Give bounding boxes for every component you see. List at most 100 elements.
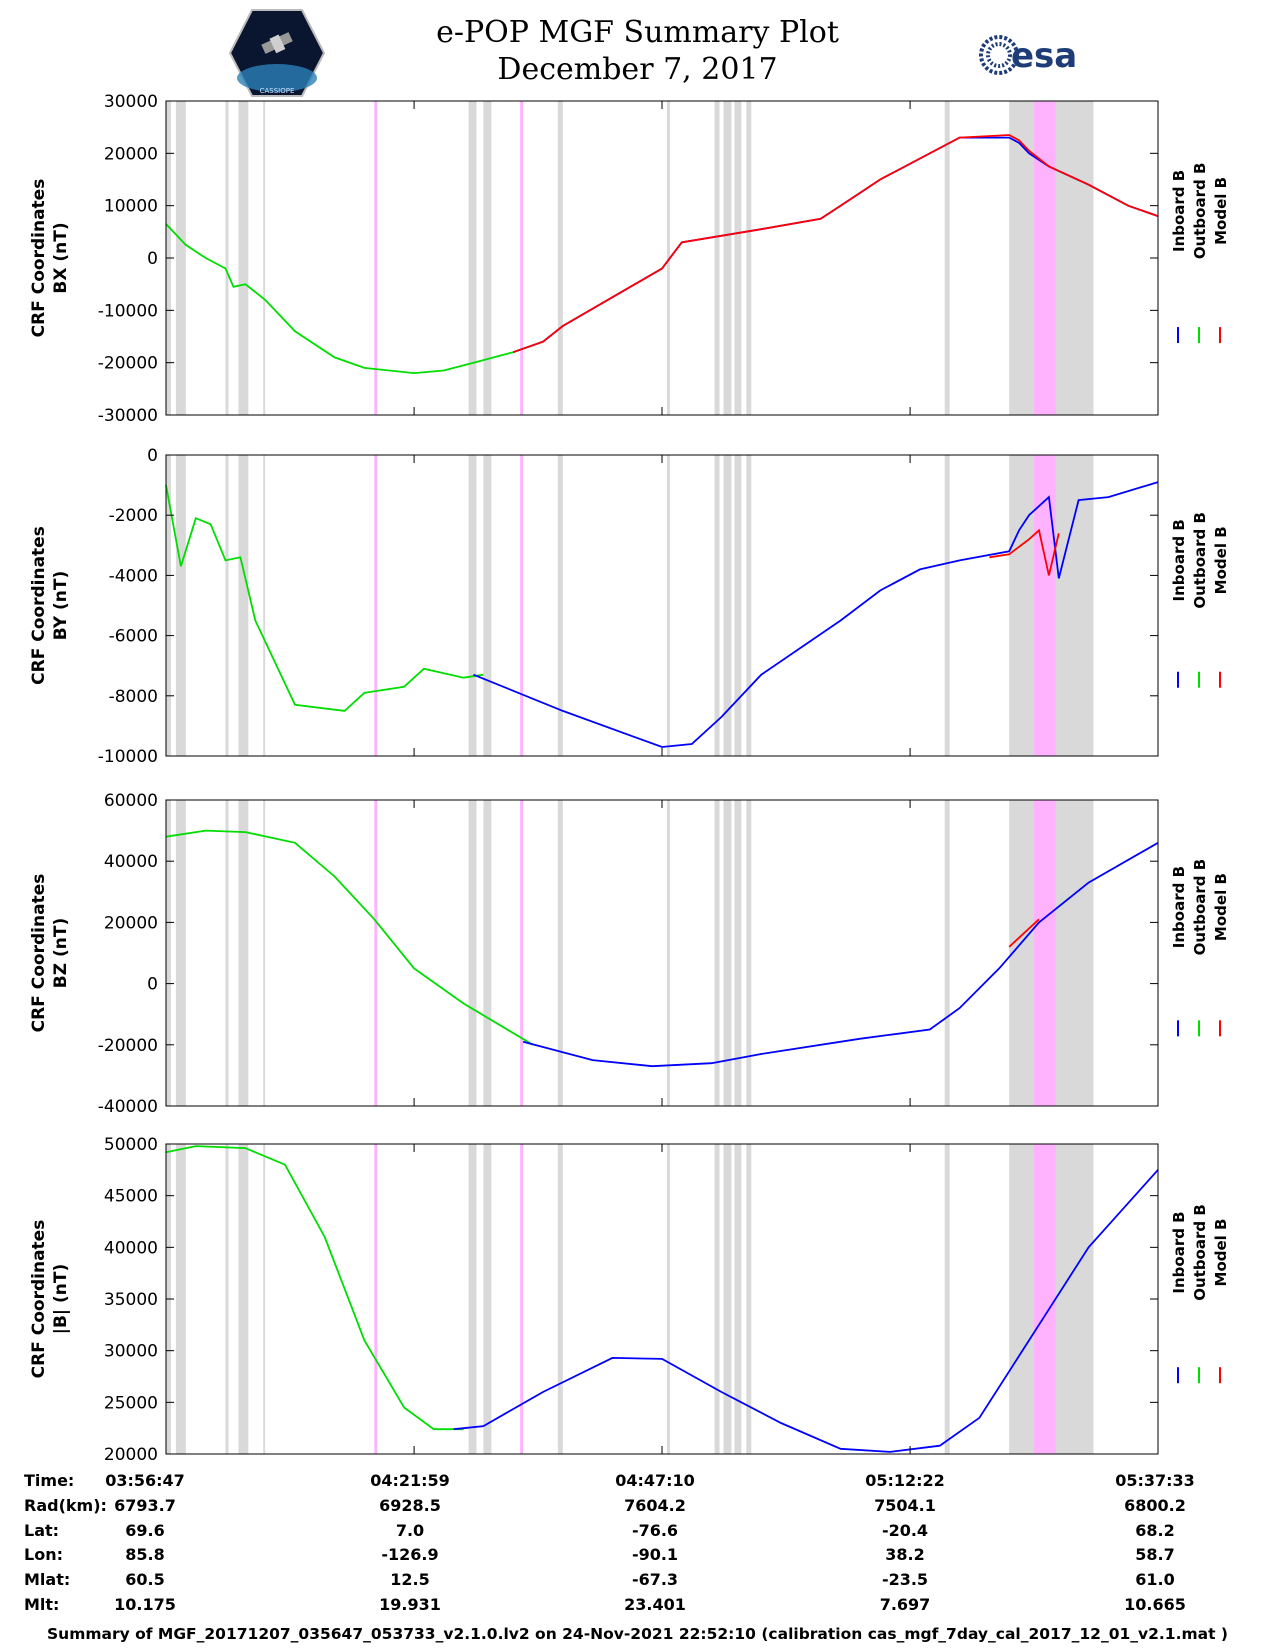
series-line-model [512, 134, 1159, 354]
legend-entry: Inboard B [1170, 1211, 1188, 1293]
gray-band [746, 101, 752, 415]
series-line-outboard [165, 484, 484, 712]
title-line-2: December 7, 2017 [497, 52, 778, 87]
gray-band [238, 101, 249, 415]
gray-band [166, 455, 171, 756]
gray-band [734, 455, 742, 756]
gray-band [238, 1144, 249, 1454]
gray-band [483, 1144, 492, 1454]
legend-entry: Model B [1212, 526, 1230, 594]
y-tick-label: -30000 [98, 406, 158, 426]
gray-band [723, 800, 732, 1106]
series-line-model [989, 528, 1060, 576]
cassiope-mission-logo: CASSIOPE [228, 9, 326, 97]
esa-logo: esa [979, 35, 1077, 76]
gray-band [666, 800, 670, 1106]
series-line-inboard [473, 481, 1159, 748]
series-line-outboard [165, 829, 534, 1046]
gray-band [666, 455, 670, 756]
gray-band [263, 101, 266, 415]
y-axis-label-line1: CRF Coordinates [29, 179, 49, 338]
y-tick-label: -4000 [109, 566, 158, 586]
y-axis-label: CRF Coordinates |B| (nT) [29, 1220, 71, 1379]
gray-band [175, 800, 186, 1106]
y-tick-label: 0 [147, 249, 158, 269]
gray-band [557, 1144, 563, 1454]
y-axis-label-line2: BX (nT) [51, 222, 71, 293]
gray-band [483, 800, 492, 1106]
gray-band [225, 101, 229, 415]
y-tick-label: -8000 [109, 687, 158, 707]
y-axis-label: CRF Coordinates BX (nT) [29, 179, 71, 338]
gray-band [734, 800, 742, 1106]
y-tick-label: 10000 [104, 197, 158, 217]
y-axis-label-line1: CRF Coordinates [29, 874, 49, 1033]
series-line-outboard [165, 223, 544, 375]
gray-band [225, 1144, 229, 1454]
gray-band [238, 455, 249, 756]
y-tick-label: -6000 [109, 627, 158, 647]
pink-band [374, 800, 378, 1106]
gray-band [468, 1144, 477, 1454]
gray-band [557, 101, 563, 415]
pink-band [520, 101, 524, 415]
y-tick-label: -20000 [98, 354, 158, 374]
gray-band [714, 1144, 720, 1454]
legend-entry: Inboard B [1170, 170, 1188, 252]
pink-band [374, 1144, 378, 1454]
plot-title: e-POP MGF Summary Plot December 7, 2017 [0, 14, 1275, 88]
y-tick-label: -10000 [98, 747, 158, 767]
gray-band [944, 1144, 950, 1454]
gray-band [734, 101, 742, 415]
y-tick-label: 45000 [104, 1187, 158, 1207]
y-axis-label: CRF Coordinates BZ (nT) [29, 874, 71, 1033]
chart-panel-4: 50000 45000 40000 35000 30000 25000 20000 CRF C… [29, 1135, 1230, 1465]
gray-band [666, 1144, 670, 1454]
gray-band [746, 800, 752, 1106]
pink-band [520, 1144, 524, 1454]
series-line-inboard [522, 842, 1159, 1068]
y-tick-label: 20000 [104, 1445, 158, 1465]
y-tick-label: 40000 [104, 852, 158, 872]
gray-band [714, 101, 720, 415]
gray-band [468, 101, 477, 415]
gray-band [175, 101, 186, 415]
chart-panel-2: 0 -2000 -4000 -6000 -8000 -10000 CRF Coordinat… [29, 446, 1230, 767]
gray-band [746, 1144, 752, 1454]
left-logo-text: CASSIOPE [260, 87, 295, 95]
legend-entry: Inboard B [1170, 866, 1188, 948]
y-tick-label: 30000 [104, 92, 158, 112]
gray-band [714, 800, 720, 1106]
legend-entry: Outboard B [1191, 163, 1209, 260]
legend-entry: Outboard B [1191, 1204, 1209, 1301]
pink-band [374, 101, 378, 415]
gray-band [238, 800, 249, 1106]
gray-band [746, 455, 752, 756]
y-tick-label: 0 [147, 446, 158, 466]
series-line-outboard [165, 1145, 464, 1431]
pink-band [520, 800, 524, 1106]
gray-band [723, 101, 732, 415]
y-tick-label: 60000 [104, 791, 158, 811]
series-line-model [1008, 918, 1040, 948]
gray-band [225, 800, 229, 1106]
gray-band [944, 800, 950, 1106]
legend-entry: Inboard B [1170, 519, 1188, 601]
gray-band [225, 455, 229, 756]
pink-band [1034, 800, 1056, 1106]
gray-band [944, 455, 950, 756]
gray-band [723, 1144, 732, 1454]
series-line-inboard [453, 1169, 1159, 1453]
gray-band [723, 455, 732, 756]
gray-band [175, 1144, 186, 1454]
y-tick-label: -40000 [98, 1097, 158, 1117]
y-tick-label: 50000 [104, 1135, 158, 1155]
chart-panel-3: 60000 40000 20000 0 -20000 -40000 CRF Coordina… [29, 791, 1230, 1117]
y-tick-label: 20000 [104, 144, 158, 164]
y-tick-label: 20000 [104, 913, 158, 933]
gray-band [714, 455, 720, 756]
esa-logo-text: esa [1011, 36, 1077, 76]
gray-band [468, 455, 477, 756]
chart-panel-1: 30000 20000 10000 0 -10000 -20000 -30000 CRF Co… [29, 92, 1230, 426]
